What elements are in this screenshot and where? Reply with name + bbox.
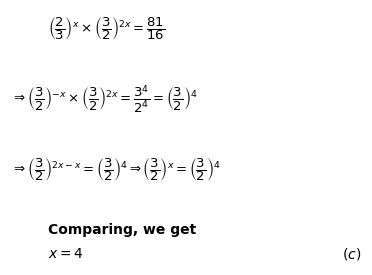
Text: $\Rightarrow \left(\dfrac{3}{2}\right)^{-x} \times \left(\dfrac{3}{2}\right)^{2x: $\Rightarrow \left(\dfrac{3}{2}\right)^{… <box>11 83 198 115</box>
Text: Comparing, we get: Comparing, we get <box>48 223 197 236</box>
Text: $\Rightarrow \left(\dfrac{3}{2}\right)^{2x-x} = \left(\dfrac{3}{2}\right)^{4} \R: $\Rightarrow \left(\dfrac{3}{2}\right)^{… <box>11 156 221 183</box>
Text: $(c)$: $(c)$ <box>341 246 361 262</box>
Text: $x = 4$: $x = 4$ <box>48 248 84 261</box>
Text: $\left(\dfrac{2}{3}\right)^{x} \times \left(\dfrac{3}{2}\right)^{2x} = \dfrac{81: $\left(\dfrac{2}{3}\right)^{x} \times \l… <box>48 15 166 42</box>
